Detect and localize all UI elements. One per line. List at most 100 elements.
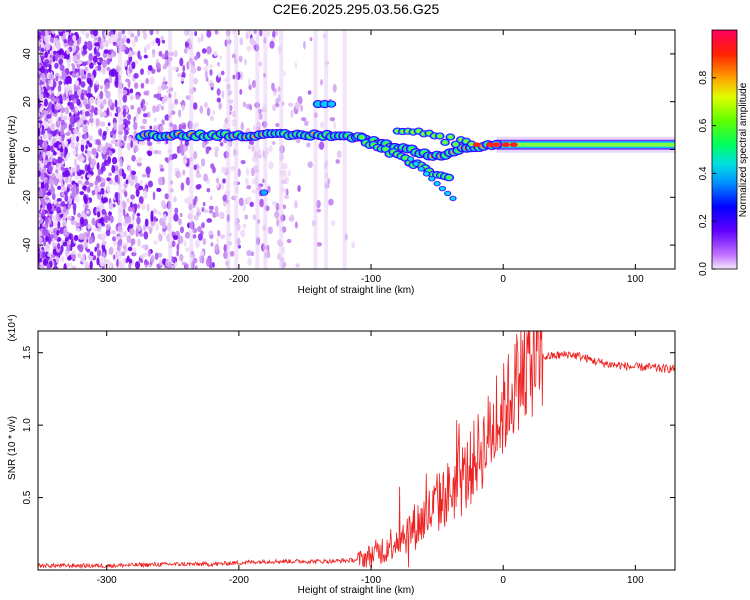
noise-speckle bbox=[133, 60, 139, 65]
noise-speckle bbox=[84, 41, 88, 46]
noise-speckle bbox=[127, 79, 131, 88]
noise-speckle bbox=[73, 234, 79, 242]
noise-speckle bbox=[49, 129, 56, 135]
noise-speckle bbox=[130, 238, 134, 247]
noise-speckle bbox=[40, 181, 45, 189]
y-tick-label: 1.0 bbox=[22, 418, 33, 432]
noise-speckle bbox=[153, 240, 158, 245]
noise-speckle bbox=[217, 230, 221, 237]
noise-speckle bbox=[193, 150, 198, 160]
noise-speckle bbox=[246, 196, 252, 203]
noise-speckle bbox=[99, 104, 104, 110]
noise-speckle bbox=[48, 179, 55, 185]
noise-speckle bbox=[79, 191, 85, 196]
snr-content bbox=[38, 331, 675, 570]
noise-speckle bbox=[38, 199, 41, 207]
noise-speckle bbox=[70, 140, 75, 150]
noise-speckle bbox=[38, 154, 43, 161]
noise-speckle bbox=[88, 135, 93, 141]
noise-speckle bbox=[131, 155, 136, 162]
noise-speckle bbox=[272, 104, 277, 112]
noise-speckle bbox=[52, 81, 57, 88]
noise-speckle bbox=[88, 62, 94, 69]
noise-speckle bbox=[55, 75, 59, 82]
noise-speckle bbox=[99, 182, 106, 188]
noise-speckle bbox=[89, 112, 94, 118]
noise-speckle bbox=[44, 140, 48, 150]
noise-speckle bbox=[147, 150, 153, 157]
noise-speckle bbox=[145, 166, 151, 175]
noise-speckle bbox=[133, 247, 137, 253]
noise-speckle bbox=[58, 80, 63, 85]
noise-speckle bbox=[271, 141, 276, 145]
noise-speckle bbox=[159, 125, 164, 132]
noise-speckle bbox=[106, 58, 111, 65]
noise-speckle bbox=[193, 164, 197, 171]
noise-speckle bbox=[137, 203, 141, 209]
noise-speckle bbox=[56, 256, 60, 264]
noise-speckle bbox=[283, 70, 286, 77]
noise-speckle bbox=[102, 67, 106, 75]
noise-speckle bbox=[38, 122, 41, 129]
track-blob bbox=[424, 172, 429, 176]
noise-speckle bbox=[57, 84, 62, 93]
track-blob bbox=[261, 190, 267, 195]
noise-speckle bbox=[201, 222, 205, 229]
noise-speckle bbox=[230, 165, 236, 172]
noise-speckle bbox=[72, 168, 75, 173]
noise-speckle bbox=[72, 44, 77, 53]
noise-speckle bbox=[68, 41, 74, 47]
noise-speckle bbox=[127, 113, 132, 121]
noise-speckle bbox=[65, 76, 71, 80]
noise-speckle bbox=[122, 108, 127, 118]
noise-speckle bbox=[66, 216, 72, 221]
noise-speckle bbox=[108, 172, 112, 177]
noise-speckle bbox=[82, 44, 88, 51]
noise-speckle bbox=[113, 122, 117, 131]
noise-speckle bbox=[206, 188, 211, 193]
x-tick-label: -300 bbox=[97, 575, 117, 586]
noise-speckle bbox=[239, 71, 244, 81]
noise-speckle bbox=[54, 62, 59, 69]
noise-speckle bbox=[121, 200, 126, 209]
y-tick-label: 40 bbox=[22, 48, 33, 60]
noise-speckle bbox=[105, 126, 109, 133]
noise-speckle bbox=[106, 177, 111, 182]
noise-speckle bbox=[70, 94, 75, 101]
track-blob bbox=[382, 147, 389, 152]
noise-speckle bbox=[193, 77, 198, 85]
noise-speckle bbox=[143, 54, 148, 59]
noise-speckle bbox=[95, 80, 99, 85]
noise-speckle bbox=[103, 215, 109, 224]
noise-speckle bbox=[219, 141, 224, 147]
noise-speckle bbox=[246, 184, 252, 190]
noise-speckle bbox=[38, 127, 41, 136]
x-tick-label: 0 bbox=[500, 575, 506, 586]
noise-speckle bbox=[44, 216, 49, 225]
noise-speckle bbox=[77, 212, 81, 218]
noise-speckle bbox=[81, 253, 86, 260]
noise-speckle bbox=[66, 61, 71, 69]
noise-speckle bbox=[94, 246, 98, 252]
noise-speckle bbox=[173, 213, 179, 222]
noise-speckle bbox=[63, 151, 67, 159]
noise-speckle bbox=[50, 145, 54, 153]
noise-speckle bbox=[53, 199, 57, 205]
noise-speckle bbox=[141, 244, 147, 249]
noise-speckle bbox=[38, 162, 41, 169]
noise-speckle bbox=[41, 209, 46, 217]
noise-speckle bbox=[77, 180, 83, 184]
noise-speckle bbox=[91, 189, 96, 196]
noise-speckle bbox=[42, 151, 46, 160]
noise-speckle bbox=[61, 192, 65, 197]
noise-speckle bbox=[204, 69, 208, 79]
noise-speckle bbox=[144, 218, 149, 228]
noise-speckle bbox=[44, 59, 50, 65]
track-blob bbox=[414, 162, 418, 166]
noise-speckle bbox=[70, 133, 77, 143]
noise-speckle bbox=[237, 168, 241, 177]
noise-speckle bbox=[86, 210, 90, 214]
colorbar-ticks: 0.0 0.2 0.4 0.6 0.8 bbox=[698, 70, 716, 276]
noise-speckle bbox=[282, 204, 286, 209]
noise-speckle bbox=[200, 250, 205, 257]
